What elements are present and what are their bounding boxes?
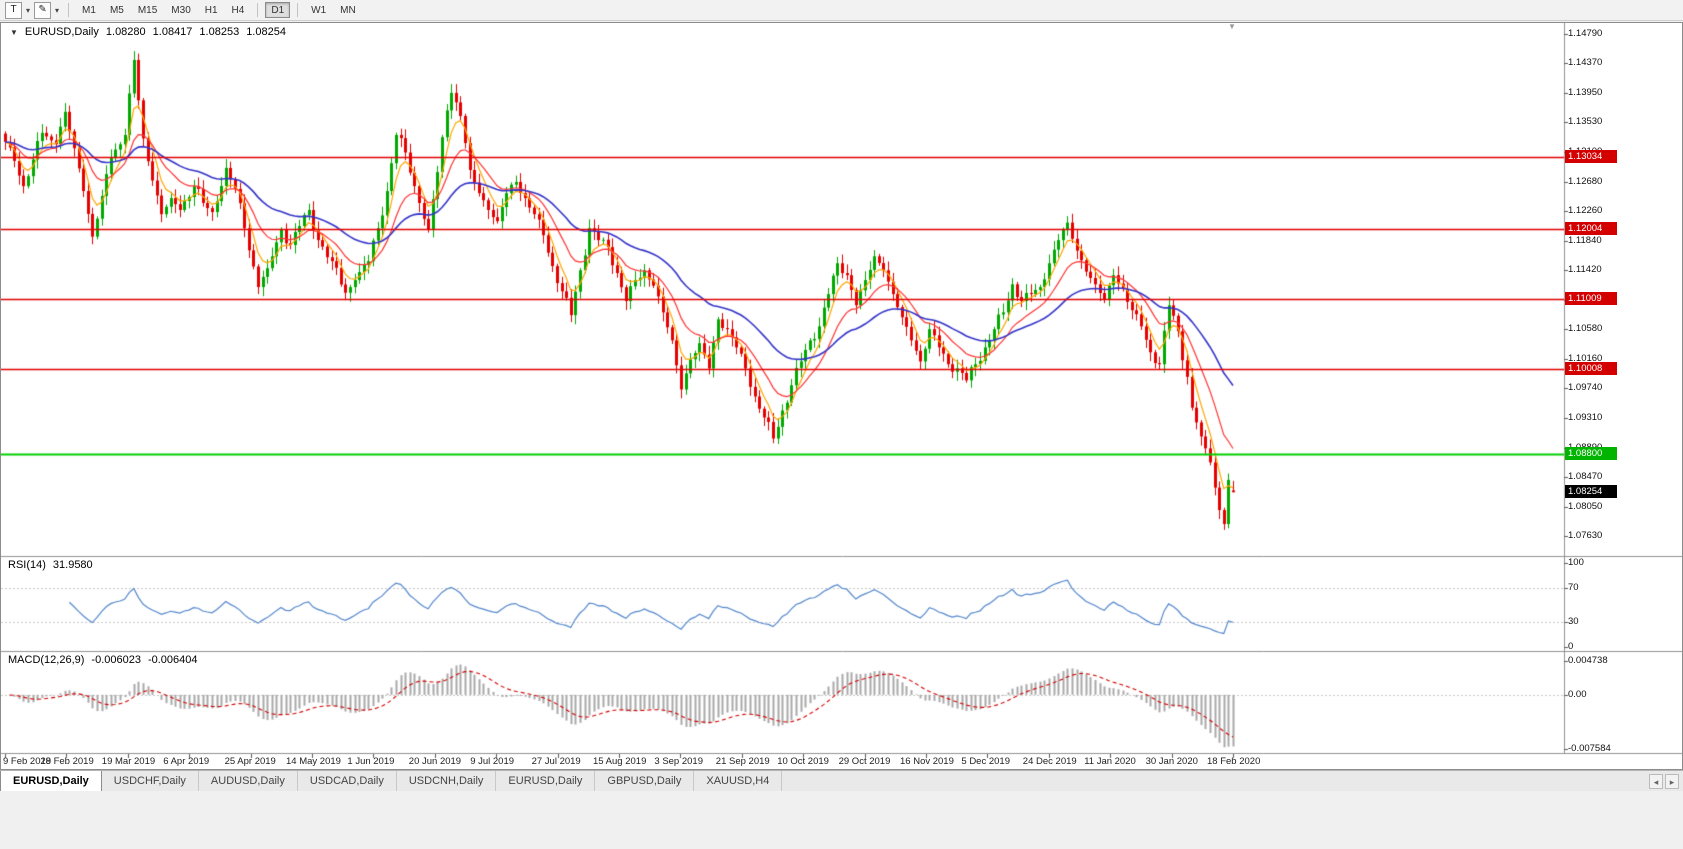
toolbar: T ▾ ✎ ▾ M1 M5 M15 M30 H1 H4 D1 W1 MN [0, 0, 1683, 21]
tab-scroll-right-button[interactable]: ▸ [1665, 774, 1679, 789]
price-line-badge: 1.11009 [1565, 292, 1617, 306]
x-axis-date-label: 5 Dec 2019 [961, 756, 1010, 767]
symbol-period-label: EURUSD,Daily [24, 26, 99, 38]
macd-header: MACD(12,26,9) -0.006023 -0.006404 [4, 654, 202, 666]
x-axis-date-label: 9 Feb 2019 [3, 756, 52, 767]
y-axis-price-label: 1.12260 [1568, 205, 1603, 217]
macd-axis-label: 0.004738 [1568, 655, 1608, 666]
y-axis-price-label: 1.07630 [1568, 530, 1603, 541]
y-axis-price-label: 1.10580 [1568, 323, 1603, 335]
x-axis-date-label: 21 Sep 2019 [715, 756, 770, 767]
chart-tab-5[interactable]: EURUSD,Daily [496, 771, 596, 791]
timeframe-button-h1[interactable]: H1 [199, 2, 224, 18]
tab-scroll-left-button[interactable]: ◂ [1649, 774, 1663, 789]
chart-shift-marker-icon: ▼ [1228, 22, 1236, 31]
macd-label: MACD(12,26,9) [8, 654, 85, 666]
chart-area: ▼ ▼ EURUSD,Daily 1.08280 1.08417 1.08253… [0, 22, 1683, 770]
y-axis-price-label: 1.08050 [1568, 500, 1603, 512]
x-axis-date-label: 19 Mar 2019 [101, 756, 156, 767]
y-axis-price-label: 1.12680 [1568, 175, 1603, 187]
y-axis-price-label: 1.09310 [1568, 412, 1603, 424]
open-value: 1.08280 [105, 26, 146, 38]
macd-axis-label: -0.007584 [1568, 743, 1611, 754]
x-axis-date-label: 30 Jan 2020 [1145, 756, 1198, 767]
x-axis-date-label: 18 Feb 2020 [1207, 756, 1261, 767]
chart-tab-0[interactable]: EURUSD,Daily [0, 771, 102, 791]
timeframe-button-m5[interactable]: M5 [104, 2, 130, 18]
chart-tab-6[interactable]: GBPUSD,Daily [595, 771, 695, 791]
chart-tab-4[interactable]: USDCNH,Daily [397, 771, 497, 791]
x-axis-date-label: 6 Apr 2019 [163, 756, 210, 767]
x-axis-date-label: 11 Jan 2020 [1084, 756, 1136, 767]
chart-tab-bar: ◂ ▸ EURUSD,Daily USDCHF,Daily AUDUSD,Daily… [0, 770, 1683, 791]
x-axis-date-label: 1 Jun 2019 [347, 756, 395, 767]
rsi-axis-label: 30 [1568, 615, 1579, 627]
chart-canvas[interactable] [1, 23, 1682, 769]
timeframe-button-h4[interactable]: H4 [226, 2, 251, 18]
macd-signal-value: -0.006404 [147, 654, 198, 666]
price-line-badge: 1.13034 [1565, 150, 1617, 164]
y-axis-price-label: 1.08470 [1568, 471, 1603, 483]
rsi-label: RSI(14) [8, 559, 46, 571]
x-axis-date-label: 14 May 2019 [286, 756, 341, 767]
rsi-value: 31.9580 [52, 559, 93, 571]
x-axis-date-label: 25 Apr 2019 [224, 756, 276, 767]
chart-tab-7[interactable]: XAUUSD,H4 [694, 771, 783, 791]
chart-tab-2[interactable]: AUDUSD,Daily [199, 771, 298, 791]
close-value: 1.08254 [246, 26, 286, 38]
y-axis-price-label: 1.10160 [1568, 352, 1603, 364]
x-axis-date-label: 10 Oct 2019 [777, 756, 829, 767]
rsi-axis-label: 0 [1568, 641, 1574, 652]
x-axis-date-label: 16 Nov 2019 [900, 756, 954, 767]
x-axis-date-label: 3 Sep 2019 [654, 756, 703, 767]
x-axis-date-label: 9 Jul 2019 [470, 756, 515, 767]
y-axis-price-label: 1.11840 [1568, 234, 1602, 246]
x-axis-date-label: 15 Aug 2019 [593, 756, 647, 767]
toolbar-separator [68, 3, 70, 17]
draw-tool-dropdown[interactable]: ▾ [53, 2, 61, 19]
price-line-badge: 1.10008 [1565, 362, 1617, 376]
y-axis-price-label: 1.14370 [1568, 57, 1603, 69]
low-value: 1.08253 [199, 26, 240, 38]
draw-tool-button[interactable]: ✎ [34, 1, 52, 19]
price-line-badge: 1.12004 [1565, 222, 1617, 236]
timeframe-button-mn[interactable]: MN [334, 2, 362, 18]
timeframe-button-m15[interactable]: M15 [132, 2, 163, 18]
cursor-tool-dropdown[interactable]: ▾ [24, 2, 32, 19]
collapse-icon[interactable]: ▼ [10, 27, 18, 37]
rsi-header: RSI(14) 31.9580 [4, 559, 97, 571]
x-axis-date-label: 27 Jul 2019 [531, 756, 581, 767]
y-axis-price-label: 1.13950 [1568, 86, 1603, 98]
y-axis-price-label: 1.14790 [1568, 28, 1603, 39]
rsi-axis-label: 100 [1568, 557, 1584, 568]
y-axis-price-label: 1.13530 [1568, 116, 1603, 128]
timeframe-button-group: M1 M5 M15 M30 H1 H4 D1 W1 MN [76, 2, 362, 18]
current-price-badge: 1.08254 [1565, 485, 1617, 499]
macd-axis-label: 0.00 [1568, 688, 1587, 700]
macd-main-value: -0.006023 [91, 654, 141, 666]
chart-tab-3[interactable]: USDCAD,Daily [298, 771, 397, 791]
timeframe-button-m30[interactable]: M30 [165, 2, 196, 18]
chart-ohlc-header: ▼ EURUSD,Daily 1.08280 1.08417 1.08253 1… [6, 26, 290, 38]
chart-tab-1[interactable]: USDCHF,Daily [102, 771, 199, 791]
x-axis-date-label: 20 Jun 2019 [408, 756, 462, 767]
y-axis-price-label: 1.11420 [1568, 264, 1602, 276]
y-axis-price-label: 1.09740 [1568, 382, 1603, 394]
status-area [0, 791, 1683, 849]
x-axis-date-label: 24 Dec 2019 [1022, 756, 1077, 767]
x-axis-date-label: 29 Oct 2019 [838, 756, 891, 767]
high-value: 1.08417 [152, 26, 193, 38]
price-line-badge: 1.08800 [1565, 446, 1617, 460]
timeframe-button-w1[interactable]: W1 [305, 2, 332, 18]
toolbar-separator [257, 3, 259, 17]
x-axis-date-label: 28 Feb 2019 [40, 756, 94, 767]
cursor-tool-button[interactable]: T [5, 1, 22, 19]
toolbar-separator [297, 3, 299, 17]
timeframe-button-d1[interactable]: D1 [265, 2, 291, 18]
rsi-axis-label: 70 [1568, 582, 1579, 594]
timeframe-button-m1[interactable]: M1 [76, 2, 102, 18]
